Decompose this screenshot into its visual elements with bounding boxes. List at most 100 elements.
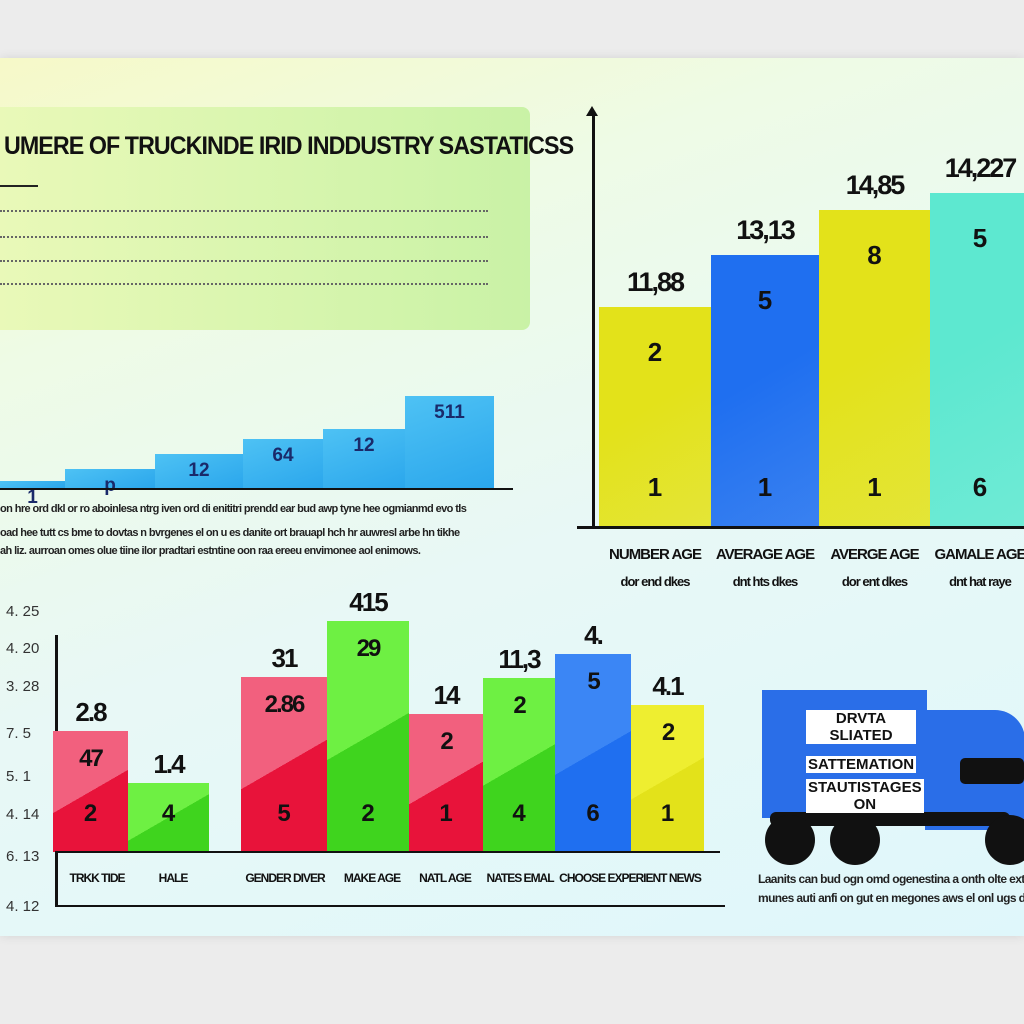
category-label: CHOOSE EXPERIENT NEWS	[559, 871, 702, 885]
bar	[53, 731, 128, 852]
bar-inner-label: 1	[867, 472, 882, 502]
bar-inner-label: 1	[660, 800, 675, 827]
bar	[930, 193, 1024, 527]
bar-inner-label: 2	[83, 800, 98, 827]
category-sublabel: dor end dkes	[620, 574, 691, 589]
bar-inner-label: 5	[277, 800, 291, 827]
step-bar-label: 511	[434, 402, 465, 423]
category-sublabel: dnt hat raye	[949, 574, 1012, 589]
divider	[0, 210, 488, 212]
category-sublabel: dnt hts dkes	[732, 574, 799, 589]
step-chart-baseline	[0, 488, 513, 490]
bar	[599, 307, 711, 527]
bar-inner-label: 4	[512, 800, 526, 827]
bar-inner-label: 2	[661, 719, 675, 746]
bar-value-label: 11,88	[626, 267, 685, 297]
category-label: AVERGE AGE	[830, 546, 919, 563]
divider	[0, 283, 488, 285]
bar-value-label: 14	[433, 680, 461, 710]
step-bar	[0, 481, 65, 489]
bar-inner-label: 29	[356, 635, 382, 662]
bar	[128, 783, 209, 852]
step-bar	[243, 439, 323, 489]
truck-wheel	[830, 815, 880, 865]
intro-paragraph-line: oad hee tutt cs bme to dovtas n bvrgenes…	[0, 527, 460, 539]
bar-inner-label: 1	[757, 472, 773, 502]
truck-wheel	[985, 815, 1024, 865]
bar-inner-label: 5	[587, 668, 600, 695]
step-bar	[323, 429, 405, 489]
intro-paragraph-line: ah liz. aurroan omes olue tiine ilor pra…	[0, 545, 421, 557]
bar-inner-label: 8	[867, 240, 882, 270]
bar-inner-label: 2.86	[264, 691, 306, 718]
bar-value-label: 14,85	[845, 170, 906, 200]
bar-inner-label: 2	[361, 800, 375, 827]
title-box	[0, 107, 530, 330]
truck-sign-line: DRVTA SLIATED	[806, 710, 916, 744]
bar	[241, 677, 327, 852]
bar-inner-label: 5	[972, 223, 988, 253]
step-bar	[155, 454, 243, 489]
right-chart-y-axis	[592, 112, 595, 528]
step-bar-label: 64	[272, 445, 294, 466]
bar-value-label: 31	[271, 643, 299, 673]
bar-value-label: 1.4	[153, 749, 185, 779]
truck-sign-line: STAUTISTAGES ON	[806, 779, 924, 813]
step-bar	[65, 469, 155, 489]
bar-value-label: 14,227	[944, 153, 1018, 183]
bottom-chart-baseline	[55, 851, 720, 853]
bar	[409, 714, 483, 852]
y-tick-label: 4. 12	[6, 898, 40, 915]
category-sublabel: dor ent dkes	[841, 574, 908, 589]
category-label: GAMALE AGE	[934, 546, 1024, 563]
step-bar-label: 1	[27, 487, 38, 508]
bar-inner-label: 47	[79, 745, 104, 772]
category-label: NATES EMAL	[486, 871, 554, 885]
category-label: MAKE AGE	[343, 871, 401, 885]
y-tick-label: 4. 25	[6, 603, 40, 620]
y-tick-label: 4. 20	[6, 640, 40, 657]
y-tick-label: 6. 13	[6, 848, 40, 865]
bar	[631, 705, 704, 852]
y-tick-label: 4. 14	[6, 806, 40, 823]
bar-value-label: 2.8	[75, 697, 107, 727]
bar-value-label: 11,3	[498, 644, 541, 674]
truck-caption-line: munes auti anfi on gut en megones aws el…	[758, 891, 1024, 905]
bar-inner-label: 2	[513, 692, 526, 719]
category-label: NATL AGE	[419, 871, 472, 885]
bar-value-label: 4.	[584, 620, 604, 650]
category-label: TRKK TIDE	[69, 871, 126, 885]
bar-inner-label: 2	[647, 337, 663, 367]
page-title: UMERE OF TRUCKINDE IRID INDDUSTRY SASTAT…	[4, 132, 574, 160]
bar-value-label: 4.1	[652, 671, 684, 701]
truck-window	[960, 758, 1024, 784]
category-label: GENDER DIVER	[245, 871, 325, 885]
right-chart-baseline	[577, 526, 1024, 529]
bar-value-label: 415	[349, 587, 388, 617]
bar-value-label: 13,13	[736, 215, 796, 245]
bar-inner-label: 2	[440, 728, 453, 755]
bar-inner-label: 6	[972, 472, 988, 502]
bar	[483, 678, 555, 852]
bar	[327, 621, 409, 852]
truck-caption-line: Laanits can bud ogn omd ogenestina a ont…	[758, 872, 1024, 886]
truck-wheel	[765, 815, 815, 865]
bar-inner-label: 6	[586, 800, 600, 827]
arrow-up-icon	[586, 106, 598, 116]
y-tick-label: 7. 5	[6, 725, 32, 742]
step-bar-label: p	[104, 475, 116, 496]
category-label: AVERAGE AGE	[715, 546, 815, 563]
step-bar-label: 12	[188, 460, 210, 481]
y-tick-label: 3. 28	[6, 678, 40, 695]
category-label: HALE	[158, 871, 189, 885]
bar-inner-label: 5	[757, 285, 773, 315]
truck-sign-line: SATTEMATION	[806, 756, 917, 773]
bottom-chart-x-axis	[55, 905, 725, 907]
bar	[711, 255, 819, 527]
truck-sign-text: DRVTA SLIATED SATTEMATION STAUTISTAGES O…	[806, 710, 924, 819]
truck-chassis	[770, 812, 1010, 826]
bar-inner-label: 4	[161, 800, 176, 827]
y-tick-label: 5. 1	[6, 768, 32, 785]
bar	[555, 654, 631, 852]
intro-paragraph-line: on hre ord dkl or ro aboinlesa ntrg iven…	[0, 503, 467, 515]
